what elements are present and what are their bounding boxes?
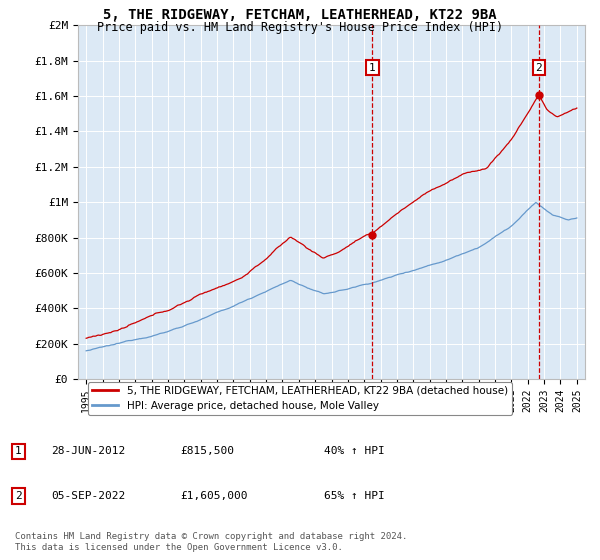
Text: 5, THE RIDGEWAY, FETCHAM, LEATHERHEAD, KT22 9BA: 5, THE RIDGEWAY, FETCHAM, LEATHERHEAD, K… (103, 8, 497, 22)
Text: 2: 2 (15, 491, 22, 501)
Text: 28-JUN-2012: 28-JUN-2012 (51, 446, 125, 456)
Text: 05-SEP-2022: 05-SEP-2022 (51, 491, 125, 501)
Text: 40% ↑ HPI: 40% ↑ HPI (324, 446, 385, 456)
Text: Price paid vs. HM Land Registry's House Price Index (HPI): Price paid vs. HM Land Registry's House … (97, 21, 503, 34)
Text: 1: 1 (369, 63, 376, 73)
Text: £1,605,000: £1,605,000 (180, 491, 248, 501)
Text: 1: 1 (15, 446, 22, 456)
Legend: 5, THE RIDGEWAY, FETCHAM, LEATHERHEAD, KT22 9BA (detached house), HPI: Average p: 5, THE RIDGEWAY, FETCHAM, LEATHERHEAD, K… (88, 381, 512, 415)
Text: 2: 2 (535, 63, 542, 73)
Text: Contains HM Land Registry data © Crown copyright and database right 2024.
This d: Contains HM Land Registry data © Crown c… (15, 532, 407, 552)
Text: 65% ↑ HPI: 65% ↑ HPI (324, 491, 385, 501)
Text: £815,500: £815,500 (180, 446, 234, 456)
